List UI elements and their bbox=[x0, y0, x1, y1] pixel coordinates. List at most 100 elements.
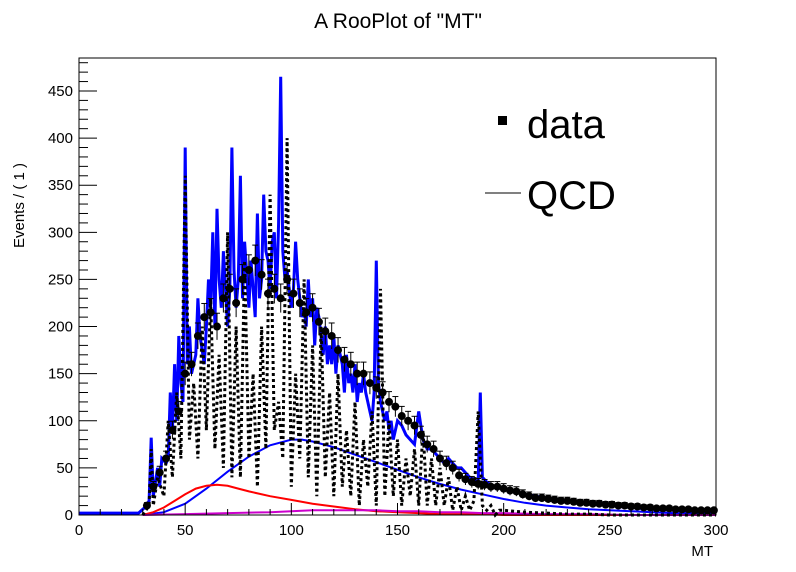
data-point bbox=[435, 450, 444, 466]
y-tick-label: 250 bbox=[48, 271, 73, 288]
data-point bbox=[193, 322, 202, 349]
data-point bbox=[537, 493, 546, 503]
data-point bbox=[614, 501, 623, 510]
axes-layer: 0 50 100 150 200 250 300 0 50 100 150 200 250 300 350 4… bbox=[48, 62, 729, 539]
data-point bbox=[168, 420, 177, 440]
data-point bbox=[467, 475, 476, 488]
data-point bbox=[327, 322, 336, 349]
data-point bbox=[308, 293, 317, 322]
y-tick-label: 400 bbox=[48, 130, 73, 147]
data-point bbox=[556, 496, 565, 505]
data-point bbox=[658, 504, 667, 513]
data-point bbox=[206, 298, 215, 327]
data-point bbox=[703, 506, 712, 515]
data-point bbox=[181, 361, 190, 386]
data-point bbox=[213, 312, 222, 340]
data-point bbox=[633, 502, 642, 511]
data-point bbox=[174, 400, 183, 422]
data-point bbox=[404, 410, 413, 431]
y-tick-label: 350 bbox=[48, 177, 73, 194]
x-tick-label: 50 bbox=[177, 522, 194, 539]
data-point bbox=[263, 278, 272, 309]
data-point bbox=[365, 371, 374, 395]
data-point bbox=[474, 477, 483, 490]
data-point bbox=[569, 497, 578, 506]
data-point bbox=[442, 455, 451, 471]
data-point bbox=[162, 450, 171, 466]
data-point bbox=[588, 499, 597, 508]
y-tick-label: 450 bbox=[48, 83, 73, 100]
legend-label-qcd: QCD bbox=[527, 174, 616, 218]
data-point bbox=[665, 504, 674, 513]
data-point bbox=[416, 425, 425, 444]
data-point bbox=[563, 496, 572, 505]
data-point bbox=[518, 489, 527, 499]
data-point bbox=[378, 381, 387, 404]
legend-marker-data bbox=[498, 116, 507, 125]
y-tick-label: 50 bbox=[56, 460, 73, 477]
data-point bbox=[410, 415, 419, 435]
data-point bbox=[346, 351, 355, 377]
x-axis-label: MT bbox=[691, 543, 713, 560]
data-point bbox=[244, 254, 253, 286]
data-point bbox=[321, 317, 330, 345]
data-point bbox=[423, 435, 432, 453]
data-point bbox=[595, 499, 604, 508]
y-tick-label: 0 bbox=[65, 507, 73, 524]
data-point bbox=[525, 491, 534, 501]
data-point bbox=[149, 481, 158, 492]
x-tick-label: 100 bbox=[279, 522, 304, 539]
x-tick-label: 0 bbox=[75, 522, 83, 539]
data-point bbox=[493, 481, 502, 492]
series-layer bbox=[79, 76, 717, 518]
data-point bbox=[219, 283, 228, 313]
data-point bbox=[652, 504, 661, 513]
data-point bbox=[155, 465, 164, 479]
data-point bbox=[200, 302, 209, 331]
data-point bbox=[455, 468, 464, 482]
legend: data QCD bbox=[485, 103, 616, 218]
component-line-3 bbox=[142, 509, 716, 516]
y-tick-label: 200 bbox=[48, 319, 73, 336]
data-point bbox=[257, 259, 266, 290]
data-points-layer bbox=[142, 244, 718, 515]
data-point bbox=[601, 500, 610, 509]
data-point bbox=[391, 396, 400, 417]
data-point bbox=[276, 283, 285, 313]
x-tick-label: 150 bbox=[385, 522, 410, 539]
chart-title: A RooPlot of "MT" bbox=[314, 10, 482, 33]
data-point bbox=[678, 505, 687, 514]
data-point bbox=[697, 506, 706, 515]
data-point bbox=[627, 502, 636, 511]
data-point bbox=[289, 278, 298, 309]
y-tick-label: 100 bbox=[48, 413, 73, 430]
data-point bbox=[461, 472, 470, 486]
data-point bbox=[142, 501, 151, 510]
data-point bbox=[283, 264, 292, 295]
data-point bbox=[448, 460, 457, 475]
data-point bbox=[238, 264, 247, 295]
data-point bbox=[499, 483, 508, 494]
data-point bbox=[314, 307, 323, 336]
component-line-4 bbox=[141, 138, 716, 518]
data-point bbox=[302, 298, 311, 327]
data-point bbox=[372, 376, 381, 399]
data-point bbox=[506, 485, 515, 496]
data-point bbox=[232, 288, 241, 318]
data-point bbox=[582, 498, 591, 507]
data-point bbox=[550, 495, 559, 504]
x-tick-label: 300 bbox=[703, 522, 728, 539]
y-tick-label: 300 bbox=[48, 224, 73, 241]
data-point bbox=[251, 244, 260, 277]
data-point bbox=[295, 288, 304, 318]
data-point bbox=[620, 501, 629, 510]
data-point bbox=[225, 273, 234, 304]
data-point bbox=[684, 505, 693, 514]
x-tick-label: 200 bbox=[491, 522, 516, 539]
data-point bbox=[576, 498, 585, 507]
data-point bbox=[334, 337, 343, 363]
data-point bbox=[531, 493, 540, 503]
data-point bbox=[639, 503, 648, 512]
data-point bbox=[512, 486, 521, 497]
